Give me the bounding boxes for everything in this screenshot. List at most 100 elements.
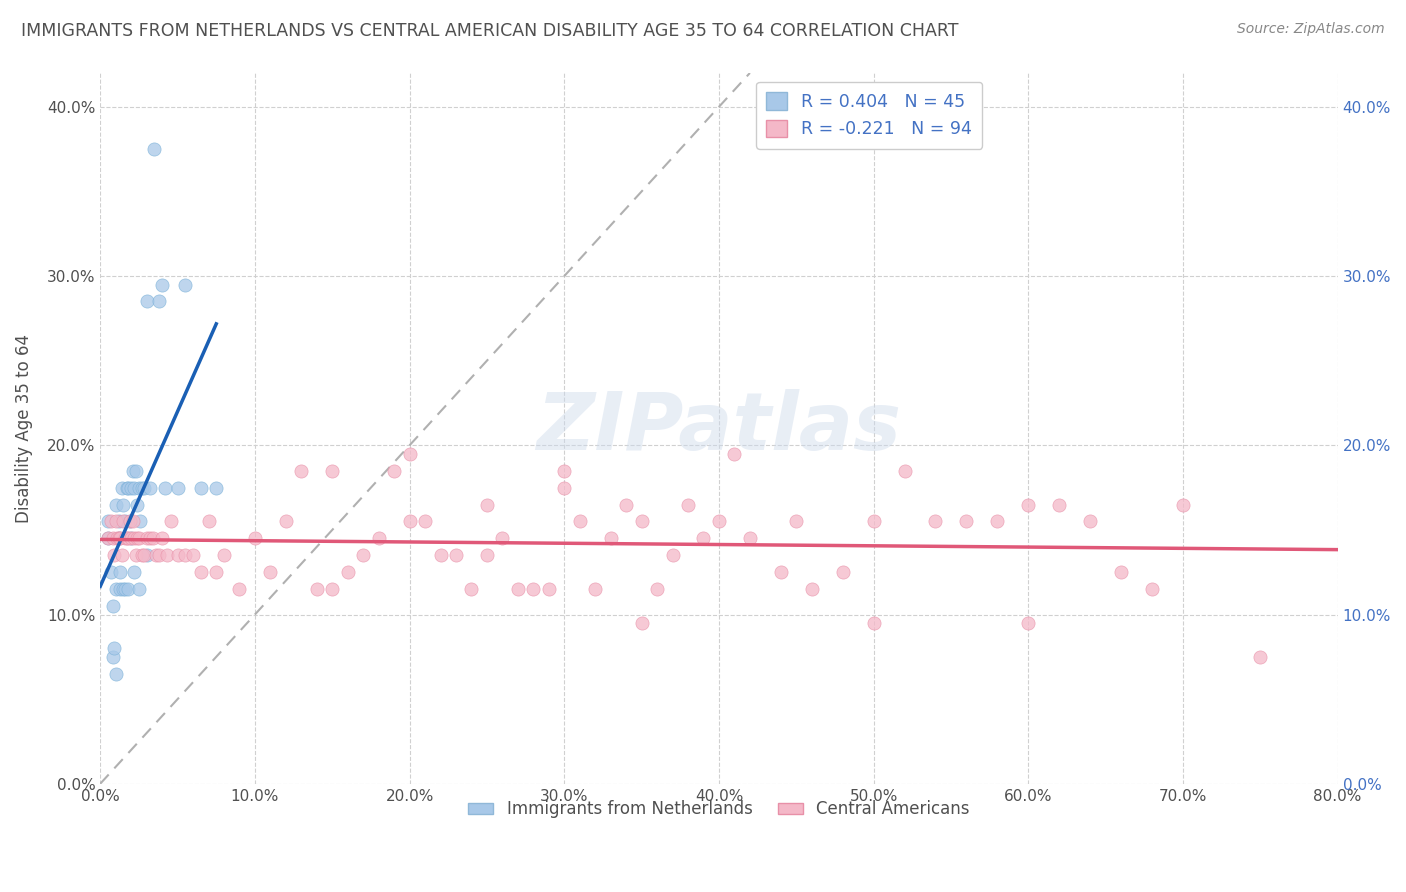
Point [97, 515, 120, 529]
Point [127, 498, 149, 512]
Point [382, 464, 405, 478]
Point [135, 532, 157, 546]
Point [104, 498, 127, 512]
Point [128, 532, 150, 546]
Point [97, 532, 120, 546]
Point [475, 549, 498, 563]
Point [100, 515, 122, 529]
Point [321, 464, 343, 478]
Point [1249, 649, 1271, 664]
Point [413, 515, 436, 529]
Point [305, 582, 328, 596]
Point [785, 515, 807, 529]
Point [142, 532, 165, 546]
Point [460, 582, 482, 596]
Point [367, 532, 389, 546]
Point [139, 532, 162, 546]
Point [156, 549, 179, 563]
Point [352, 549, 374, 563]
Point [118, 515, 141, 529]
Point [111, 549, 134, 563]
Point [444, 549, 467, 563]
Point [321, 582, 343, 596]
Point [645, 582, 668, 596]
Point [117, 481, 139, 495]
Point [506, 582, 529, 596]
Point [100, 565, 122, 579]
Point [117, 582, 139, 596]
Point [121, 515, 143, 529]
Point [197, 515, 219, 529]
Point [124, 532, 146, 546]
Point [143, 142, 166, 156]
Point [738, 532, 761, 546]
Point [174, 549, 197, 563]
Point [155, 481, 177, 495]
Point [491, 532, 513, 546]
Point [127, 532, 149, 546]
Point [205, 481, 228, 495]
Point [128, 481, 150, 495]
Point [120, 532, 142, 546]
Point [103, 549, 125, 563]
Point [131, 481, 153, 495]
Text: IMMIGRANTS FROM NETHERLANDS VS CENTRAL AMERICAN DISABILITY AGE 35 TO 64 CORRELAT: IMMIGRANTS FROM NETHERLANDS VS CENTRAL A… [21, 22, 959, 40]
Point [1109, 565, 1132, 579]
Point [129, 515, 152, 529]
Point [121, 464, 143, 478]
Point [924, 515, 946, 529]
Point [101, 532, 124, 546]
Point [150, 532, 173, 546]
Point [150, 277, 173, 292]
Point [101, 599, 124, 613]
Point [1017, 498, 1039, 512]
Point [398, 515, 420, 529]
Point [124, 481, 146, 495]
Point [676, 498, 699, 512]
Point [862, 515, 884, 529]
Point [120, 532, 142, 546]
Point [475, 498, 498, 512]
Point [139, 481, 162, 495]
Point [135, 294, 157, 309]
Point [661, 549, 683, 563]
Point [125, 464, 148, 478]
Point [630, 615, 652, 630]
Point [723, 447, 745, 461]
Point [831, 565, 853, 579]
Point [97, 532, 120, 546]
Legend: Immigrants from Netherlands, Central Americans: Immigrants from Netherlands, Central Ame… [461, 794, 976, 825]
Point [104, 666, 127, 681]
Point [110, 565, 132, 579]
Point [145, 549, 167, 563]
Point [103, 641, 125, 656]
Point [110, 532, 132, 546]
Point [181, 549, 204, 563]
Text: Source: ZipAtlas.com: Source: ZipAtlas.com [1237, 22, 1385, 37]
Point [212, 549, 235, 563]
Point [120, 481, 142, 495]
Point [135, 549, 157, 563]
Point [1017, 615, 1039, 630]
Point [104, 582, 127, 596]
Point [112, 582, 135, 596]
Point [101, 649, 124, 664]
Point [955, 515, 977, 529]
Point [166, 549, 188, 563]
Point [228, 582, 250, 596]
Point [707, 515, 730, 529]
Point [112, 515, 135, 529]
Point [124, 565, 146, 579]
Point [769, 565, 792, 579]
Point [112, 498, 135, 512]
Point [108, 515, 131, 529]
Point [108, 532, 131, 546]
Point [132, 481, 155, 495]
Point [568, 515, 591, 529]
Point [115, 481, 138, 495]
Point [104, 515, 127, 529]
Point [114, 515, 136, 529]
Point [862, 615, 884, 630]
Point [692, 532, 714, 546]
Point [553, 464, 575, 478]
